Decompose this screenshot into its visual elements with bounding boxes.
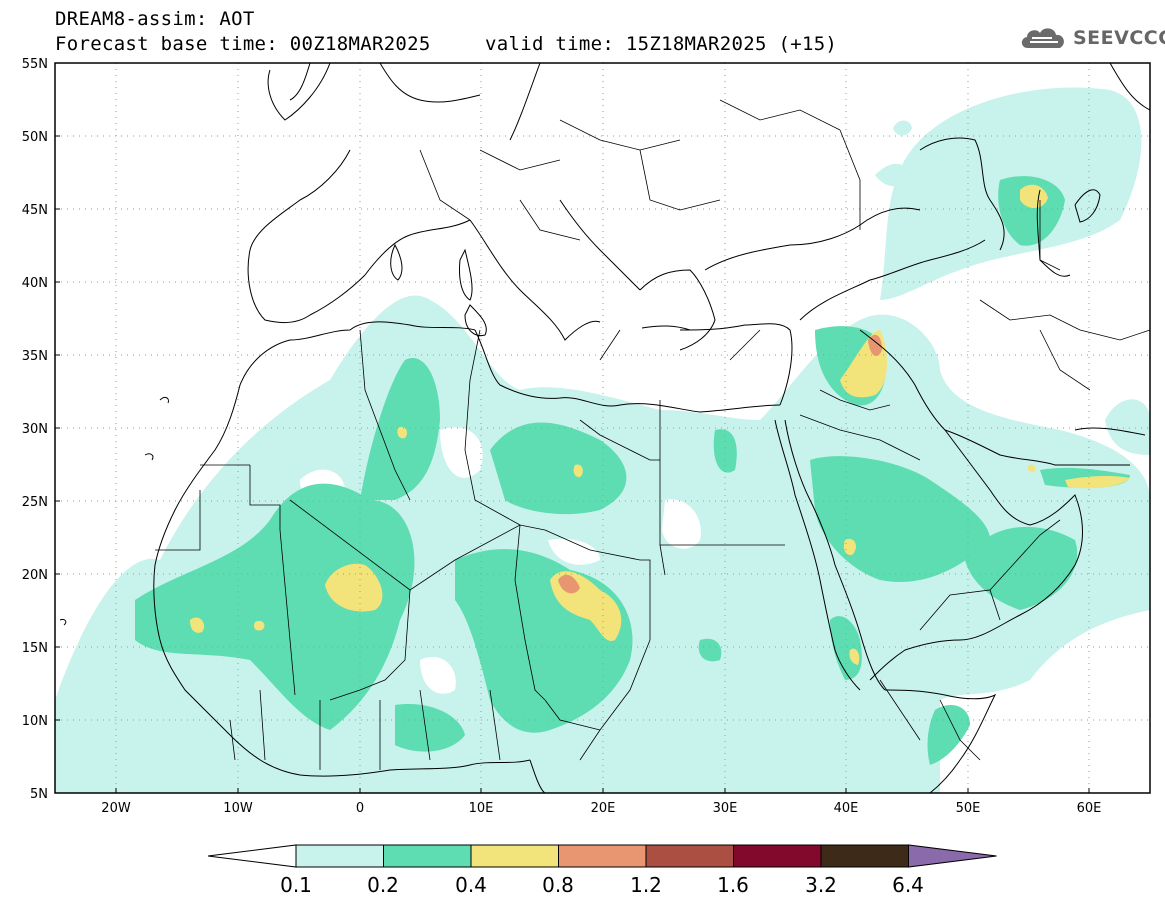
- lat-label: 20N: [22, 568, 48, 583]
- colorbar-bin: [558, 844, 647, 868]
- country-borders: [155, 99, 1150, 770]
- lat-label: 45N: [22, 203, 48, 218]
- lat-label: 5N: [30, 787, 48, 802]
- cloud-icon: [1021, 28, 1064, 48]
- colorbar-bin: [733, 844, 822, 868]
- lon-label: 20E: [591, 801, 616, 816]
- lon-label: 20W: [101, 801, 131, 816]
- lon-label: 50E: [956, 801, 981, 816]
- graticule: [55, 63, 1150, 793]
- lat-label: 55N: [22, 57, 48, 72]
- aot-0.8-1.2-areas: [558, 334, 882, 594]
- lat-label: 15N: [22, 641, 48, 656]
- lat-label: 50N: [22, 130, 48, 145]
- coastlines: [59, 63, 1150, 793]
- colorbar-labels: 0.1 0.2 0.4 0.8 1.2 1.6 3.2 6.4: [280, 873, 924, 897]
- colorbar-low-arrow: [207, 844, 297, 868]
- lat-label: 25N: [22, 495, 48, 510]
- lon-label: 0: [356, 801, 364, 816]
- colorbar-label: 3.2: [805, 873, 837, 897]
- colorbar-bin: [470, 844, 559, 868]
- colorbar-bin: [295, 844, 384, 868]
- lon-label: 60E: [1077, 801, 1102, 816]
- lat-label: 10N: [22, 714, 48, 729]
- colorbar-high-arrow: [908, 844, 997, 868]
- longitude-labels: 20W 10W 0 10E 20E 30E 40E 50E 60E: [101, 801, 1101, 816]
- lon-label: 40E: [834, 801, 859, 816]
- seevccc-logo: SEEVCCC: [1018, 24, 1165, 52]
- lat-label: 30N: [22, 422, 48, 437]
- map-title: DREAM8-assim: AOT: [55, 8, 255, 30]
- axis-ticks: [55, 62, 1090, 794]
- colorbar-label: 1.2: [630, 873, 662, 897]
- colorbar-label: 0.2: [367, 873, 399, 897]
- aot-contours: [55, 63, 1150, 793]
- colorbar-bin: [645, 844, 734, 868]
- forecast-base-time: Forecast base time: 00Z18MAR2025: [55, 33, 431, 55]
- colorbar-bin: [383, 844, 472, 868]
- colorbar-label: 1.6: [717, 873, 749, 897]
- lon-label: 10W: [223, 801, 253, 816]
- lon-label: 10E: [469, 801, 494, 816]
- lat-label: 40N: [22, 276, 48, 291]
- valid-time: valid time: 15Z18MAR2025 (+15): [485, 33, 838, 55]
- latitude-labels: 55N 50N 45N 40N 35N 30N 25N 20N 15N 10N …: [22, 57, 48, 802]
- lon-label: 30E: [713, 801, 738, 816]
- colorbar-bin: [820, 844, 909, 868]
- colorbar-label: 6.4: [892, 873, 924, 897]
- colorbar-label: 0.4: [455, 873, 487, 897]
- colorbar-label: 0.8: [542, 873, 574, 897]
- lat-label: 35N: [22, 349, 48, 364]
- logo-text: SEEVCCC: [1073, 27, 1165, 49]
- aot-colorbar: [207, 844, 997, 868]
- colorbar-label: 0.1: [280, 873, 312, 897]
